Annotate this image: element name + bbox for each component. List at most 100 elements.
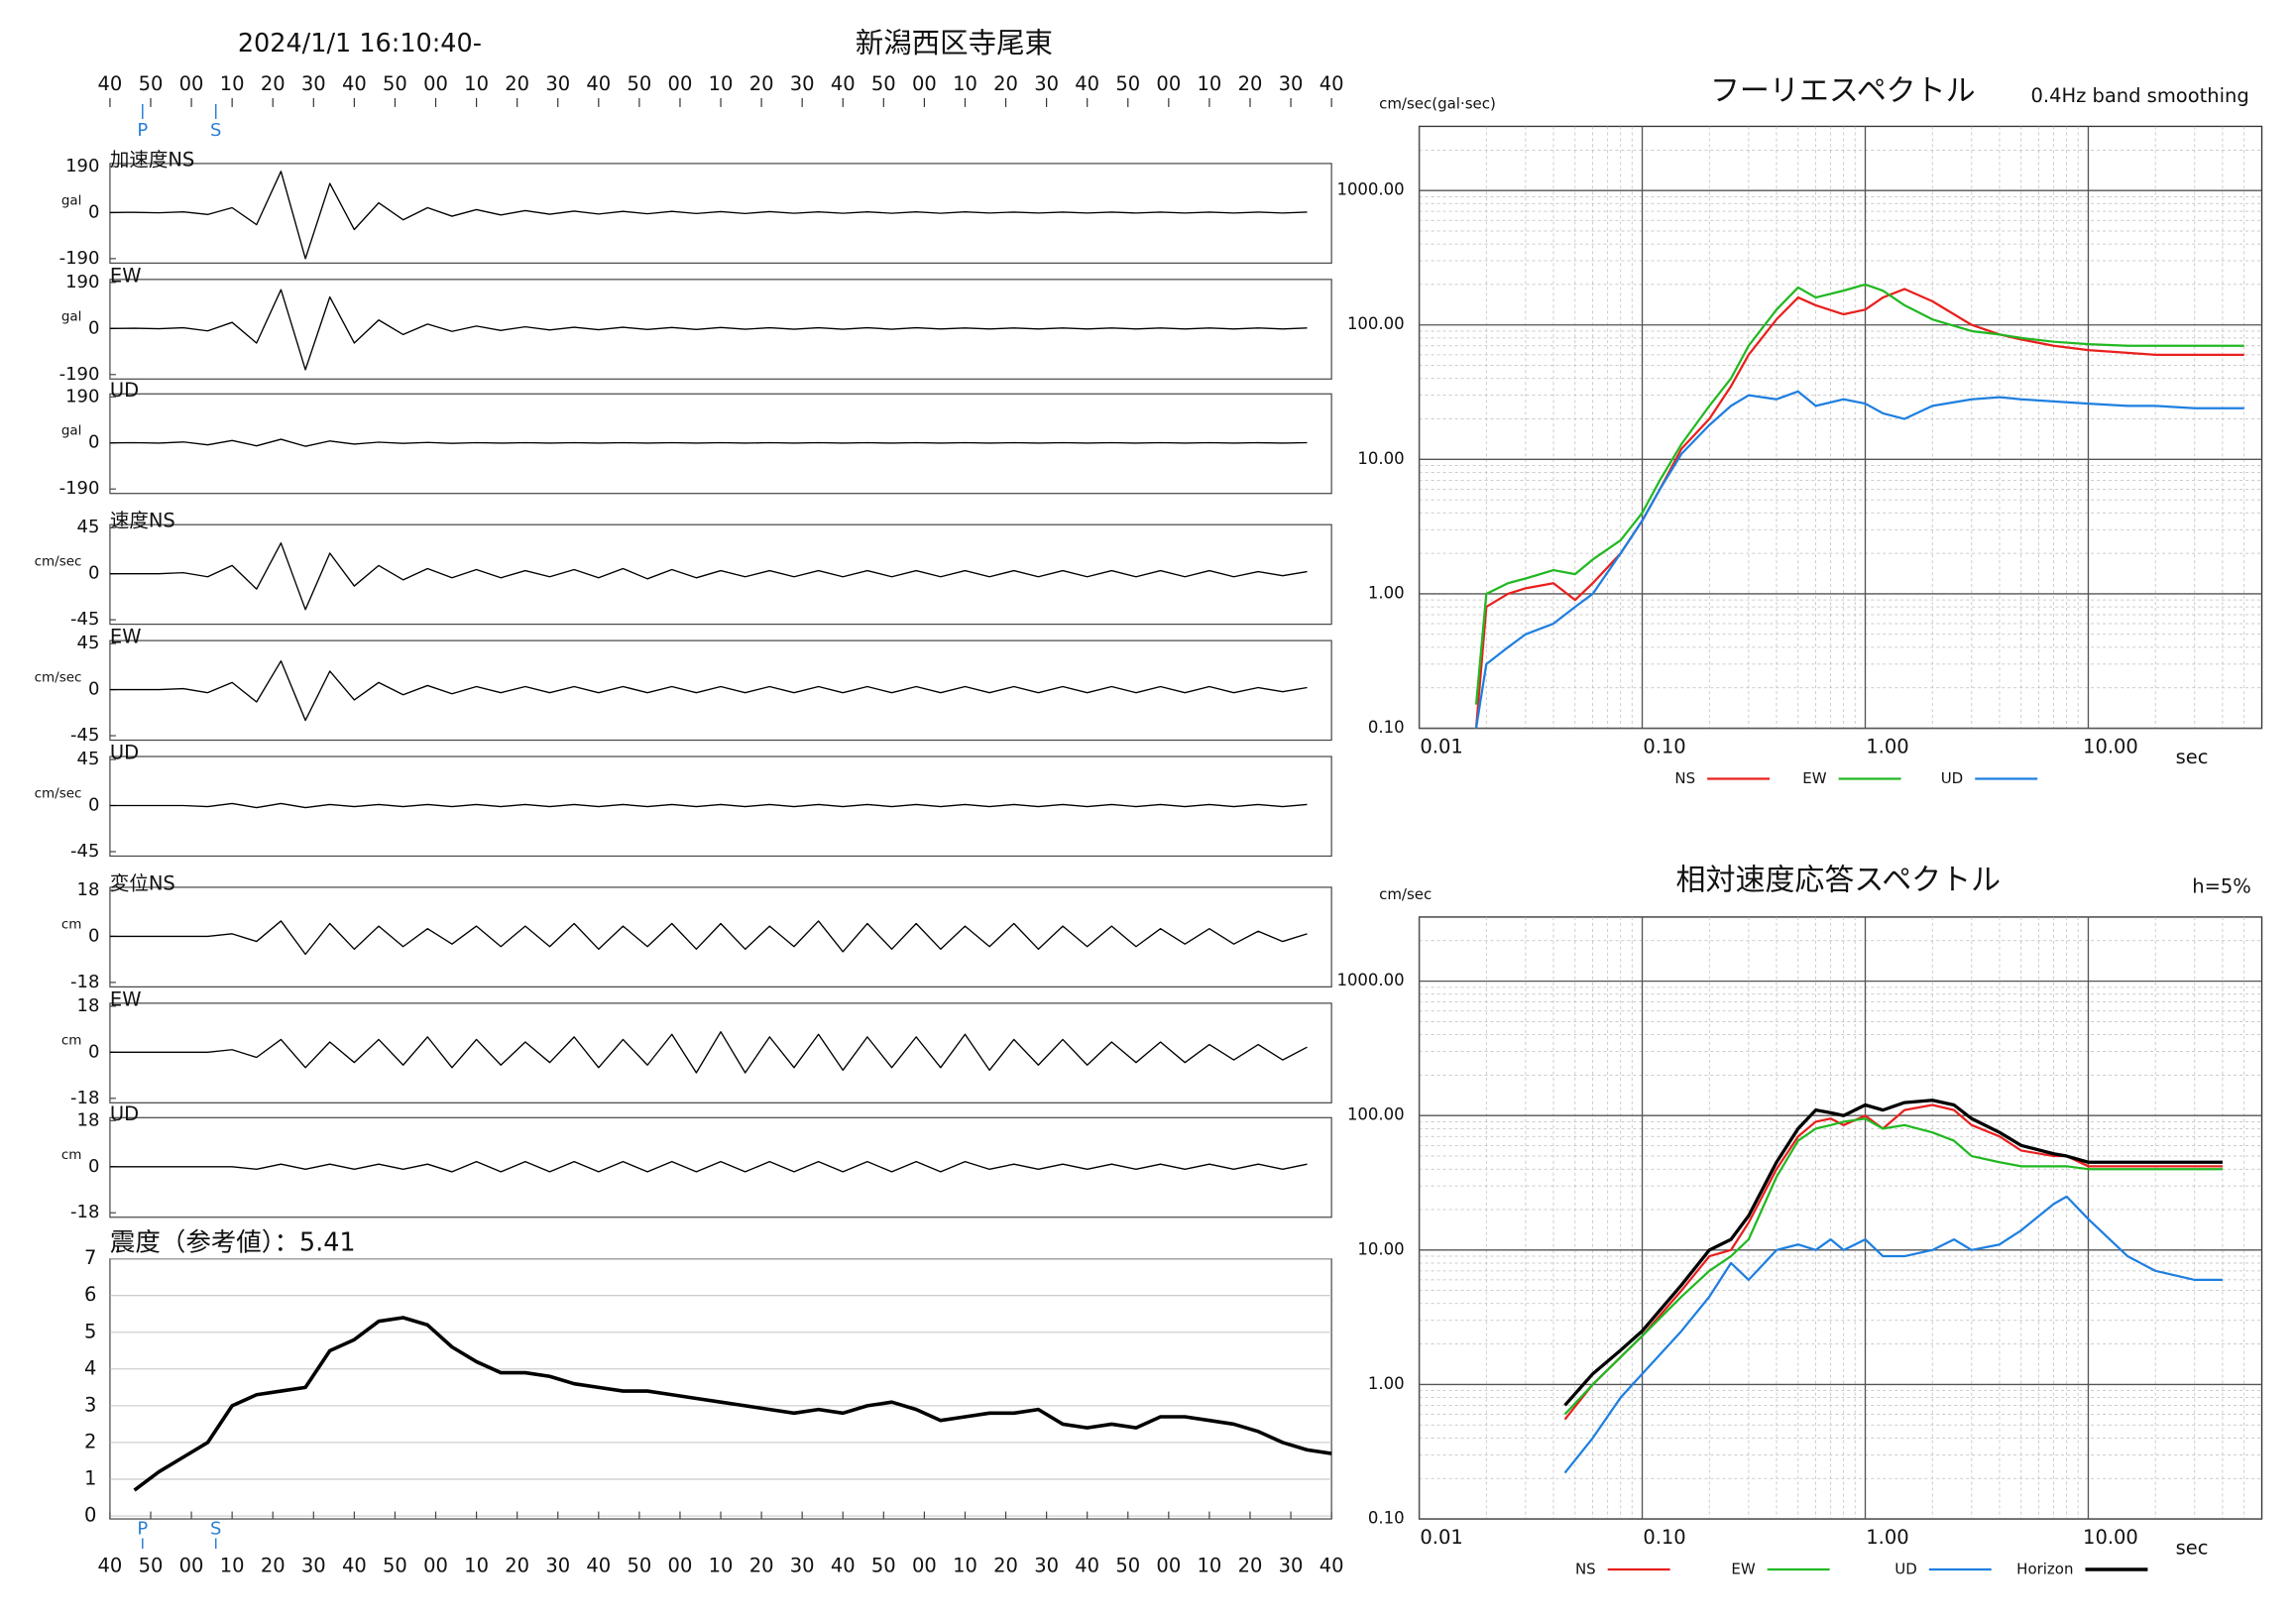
x-tick-label: 30: [790, 1555, 815, 1577]
time-tick-label: 50: [383, 72, 407, 95]
x-tick-label: 40: [342, 1555, 367, 1577]
y-tick-label: 1: [84, 1466, 96, 1489]
time-tick-label: 30: [1034, 72, 1059, 95]
amplitude-tick-label: 0: [88, 432, 99, 453]
x-tick-label: 00: [179, 1555, 204, 1577]
time-tick-label: 10: [464, 72, 489, 95]
amplitude-tick-label: -45: [70, 609, 99, 630]
y-tick-label: 10.00: [1357, 1239, 1404, 1258]
time-tick-label: 50: [139, 72, 164, 95]
time-tick-label: 20: [261, 72, 286, 95]
record-datetime: 2024/1/1 16:10:40-: [238, 29, 482, 58]
x-tick-label: 10: [220, 1555, 245, 1577]
x-tick-label: 10: [709, 1555, 734, 1577]
y-axis-label: cm/sec: [1379, 885, 1432, 903]
waveform-trace: [109, 438, 1308, 447]
time-tick-label: 30: [1279, 72, 1304, 95]
time-tick-label: 10: [1198, 72, 1222, 95]
x-tick-label: 00: [668, 1555, 693, 1577]
station-name: 新潟西区寺尾東: [856, 27, 1053, 59]
phase-label: S: [210, 120, 221, 141]
x-tick-label: 20: [505, 1555, 529, 1577]
x-tick-label: 40: [1320, 1555, 1344, 1577]
x-tick-label: 30: [301, 1555, 326, 1577]
trace-frame: [109, 393, 1332, 495]
spectrum-line: [1474, 288, 2244, 729]
x-tick-label: 0.01: [1420, 1526, 1462, 1549]
chart-subtitle: 0.4Hz band smoothing: [2031, 84, 2249, 107]
y-tick-label: 7: [84, 1246, 96, 1269]
trace-label: EW: [110, 626, 142, 648]
phase-label: S: [210, 1519, 221, 1540]
x-tick-label: 30: [1034, 1555, 1059, 1577]
time-tick-label: 10: [709, 72, 734, 95]
time-tick-label: 40: [342, 72, 367, 95]
y-tick-label: 0: [84, 1504, 96, 1527]
time-tick-label: 20: [505, 72, 529, 95]
trace-unit: gal: [61, 192, 82, 208]
amplitude-tick-label: -190: [59, 478, 100, 499]
x-tick-label: 10.00: [2083, 736, 2138, 758]
x-tick-label: 50: [139, 1555, 164, 1577]
amplitude-tick-label: 190: [65, 156, 99, 176]
time-tick-label: 30: [545, 72, 570, 95]
amplitude-tick-label: 190: [65, 272, 99, 292]
waveform-trace: [109, 1160, 1308, 1173]
trace-frame: [109, 163, 1332, 264]
amplitude-tick-label: 45: [77, 749, 100, 769]
time-tick-label: 40: [1075, 72, 1099, 95]
time-tick-label: 40: [1320, 72, 1344, 95]
trace-label: EW: [110, 987, 142, 1010]
amplitude-tick-label: 18: [77, 995, 100, 1016]
y-tick-label: 6: [84, 1283, 96, 1306]
amplitude-tick-label: -45: [70, 841, 99, 862]
amplitude-tick-label: 0: [88, 679, 99, 700]
y-axis-label: cm/sec(gal·sec): [1379, 94, 1496, 112]
time-tick-label: 30: [790, 72, 815, 95]
y-tick-label: 1.00: [1368, 1374, 1405, 1393]
x-tick-label: 10: [953, 1555, 977, 1577]
plot-frame: [1418, 916, 2263, 1520]
time-tick-label: 20: [749, 72, 774, 95]
trace-label: UD: [110, 379, 139, 402]
amplitude-tick-label: 0: [88, 1041, 99, 1062]
trace-label: UD: [110, 1102, 139, 1125]
chart-subtitle: h=5%: [2192, 874, 2251, 897]
trace-frame: [109, 639, 1332, 742]
amplitude-tick-label: 0: [88, 201, 99, 222]
spectrum-line: [1563, 1195, 2223, 1474]
amplitude-tick-label: 0: [88, 1156, 99, 1177]
trace-label: EW: [110, 264, 142, 287]
legend-label: EW: [1731, 1561, 1755, 1578]
y-tick-label: 100.00: [1347, 1105, 1405, 1124]
time-tick-label: 00: [423, 72, 448, 95]
amplitude-tick-label: 0: [88, 795, 99, 816]
trace-frame: [109, 755, 1332, 858]
x-tick-label: 20: [1238, 1555, 1263, 1577]
time-tick-label: 00: [668, 72, 693, 95]
y-tick-label: 1.00: [1368, 583, 1405, 602]
trace-frame: [109, 279, 1332, 380]
y-tick-label: 100.00: [1347, 314, 1405, 333]
trace-unit: cm: [61, 1032, 82, 1048]
amplitude-tick-label: -190: [59, 364, 100, 385]
time-tick-label: 10: [953, 72, 977, 95]
trace-unit: gal: [61, 308, 82, 324]
y-tick-label: 0.10: [1368, 718, 1405, 737]
y-tick-label: 2: [84, 1430, 96, 1452]
amplitude-tick-label: 0: [88, 563, 99, 584]
phase-label: P: [137, 120, 148, 141]
time-tick-label: 00: [1156, 72, 1181, 95]
time-tick-label: 50: [627, 72, 651, 95]
x-tick-label: 30: [545, 1555, 570, 1577]
time-tick-label: 50: [1115, 72, 1140, 95]
amplitude-tick-label: 0: [88, 925, 99, 946]
x-tick-label: 0.10: [1643, 736, 1685, 758]
x-tick-label: 20: [261, 1555, 286, 1577]
x-tick-label: 1.00: [1866, 736, 1908, 758]
amplitude-tick-label: -18: [70, 972, 99, 992]
x-tick-label: 0.10: [1643, 1526, 1685, 1549]
trace-unit: cm/sec: [35, 554, 82, 570]
waveform-trace: [109, 171, 1308, 260]
y-tick-label: 3: [84, 1393, 96, 1416]
